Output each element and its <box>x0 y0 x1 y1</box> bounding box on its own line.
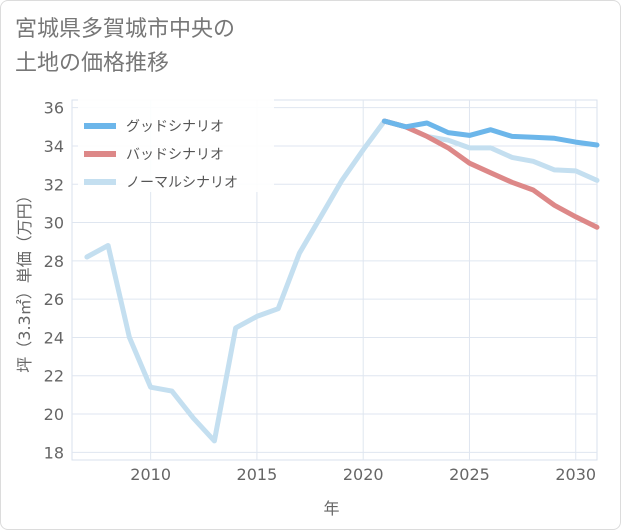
legend-label: ノーマルシナリオ <box>126 175 238 191</box>
y-tick-label: 26 <box>44 290 64 309</box>
y-tick-label: 30 <box>44 214 64 233</box>
chart-title-line-1: 宮城県多賀城市中央の <box>15 17 236 42</box>
y-tick-label: 32 <box>44 175 64 194</box>
x-tick-label: 2025 <box>449 465 490 484</box>
y-tick-label: 28 <box>44 252 64 271</box>
series-line <box>381 118 600 230</box>
y-axis-label: 坪（3.3㎡）単価（万円） <box>15 187 34 372</box>
y-tick-label: 20 <box>44 405 64 424</box>
y-tick-label: 36 <box>44 99 64 118</box>
x-tick-label: 2015 <box>237 465 278 484</box>
y-tick-label: 24 <box>44 328 64 347</box>
chart-title-line-2: 土地の価格推移 <box>15 51 170 76</box>
y-tick-label: 34 <box>44 137 64 156</box>
series-line <box>84 118 600 444</box>
series-line <box>381 118 600 148</box>
legend-label: バッドシナリオ <box>126 147 224 163</box>
x-axis-label: 年 <box>323 499 339 518</box>
y-tick-label: 22 <box>44 367 64 386</box>
x-tick-label: 2020 <box>343 465 384 484</box>
legend-box <box>78 98 274 192</box>
chart-title: 宮城県多賀城市中央の 土地の価格推移 <box>15 13 235 81</box>
y-tick-label: 18 <box>44 443 64 462</box>
x-tick-label: 2010 <box>130 465 171 484</box>
x-tick-label: 2030 <box>555 465 596 484</box>
legend-label: グッドシナリオ <box>126 119 224 135</box>
